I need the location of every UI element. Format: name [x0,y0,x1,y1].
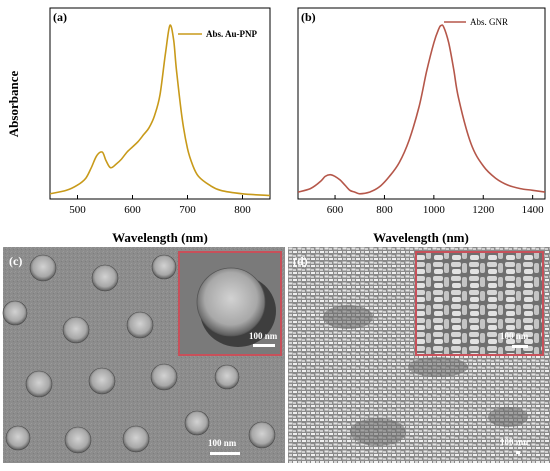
nanoparticle [29,254,57,282]
panel-label: (a) [53,10,67,24]
panel-label: (d) [293,254,308,268]
panel-a: (a) Abs. Au-PNP 500 600 700 800 Waveleng… [49,7,271,245]
panel-c: (c) 100 nm 100 nm [2,247,285,463]
x-axis-label: Wavelength (nm) [373,230,469,245]
plot-area [50,24,271,197]
legend-label: Abs. GNR [470,17,508,27]
panel-label: (b) [301,10,316,24]
tick-label: 1000 [423,204,446,216]
patch [488,407,528,427]
tick-label: 800 [234,204,251,216]
nanoparticle [151,254,177,280]
plot-frame [49,7,271,200]
panel-label: (c) [9,254,22,268]
scale-label: 100 nm [500,437,529,447]
series-line [50,24,271,197]
nanoparticle [150,363,178,391]
nanoparticle [2,300,28,326]
inset-scale-bar [253,344,275,347]
nanoparticle [64,426,92,454]
inset-image: 100 nm [178,251,282,356]
series-line [298,24,545,195]
dark-patches [323,305,528,446]
x-ticks: 600 800 1000 1200 1400 [327,195,544,216]
tick-label: 500 [69,204,86,216]
nanoparticle [91,264,119,292]
inset-nanoparticle [196,267,266,337]
legend: Abs. GNR [444,17,508,27]
nanoparticle [5,425,31,451]
panel-b: (b) Abs. GNR 600 800 1000 1200 1400 Wave… [297,7,546,245]
tick-label: 800 [376,204,393,216]
scale-label: 100 nm [208,438,237,448]
nanoparticle [62,316,90,344]
nanoparticle [248,421,276,449]
scale-bar [210,452,240,455]
inset-scale-label: 100 nm [500,331,529,341]
x-axis-label: Wavelength (nm) [112,230,208,245]
inset-scale-bar [512,345,528,348]
scale-bar [516,451,520,454]
legend-label: Abs. Au-PNP [206,29,258,39]
x-ticks: 500 600 700 800 [69,195,251,216]
nanoparticle [214,364,240,390]
tick-label: 1200 [472,204,495,216]
tick-label: 600 [124,204,141,216]
nanoparticle-array [2,254,276,454]
inset-scale-label: 100 nm [249,331,278,341]
y-axis-label: Absorbance [6,71,21,138]
panel-d: (d) 100 nm 100 nm [288,247,550,463]
legend: Abs. Au-PNP [178,29,258,39]
inset-image: 100 nm [415,251,544,356]
tick-label: 700 [179,204,196,216]
patch [323,305,373,329]
tick-label: 600 [327,204,344,216]
patch [350,418,406,446]
nanoparticle [126,311,154,339]
nanoparticle [122,425,150,453]
plot-frame [297,7,546,200]
nanoparticle [88,367,116,395]
patch [408,357,468,377]
tick-label: 1400 [522,204,545,216]
nanoparticle [25,370,53,398]
plot-area [298,24,545,195]
nanoparticle [184,410,210,436]
inset-frame [415,251,544,356]
